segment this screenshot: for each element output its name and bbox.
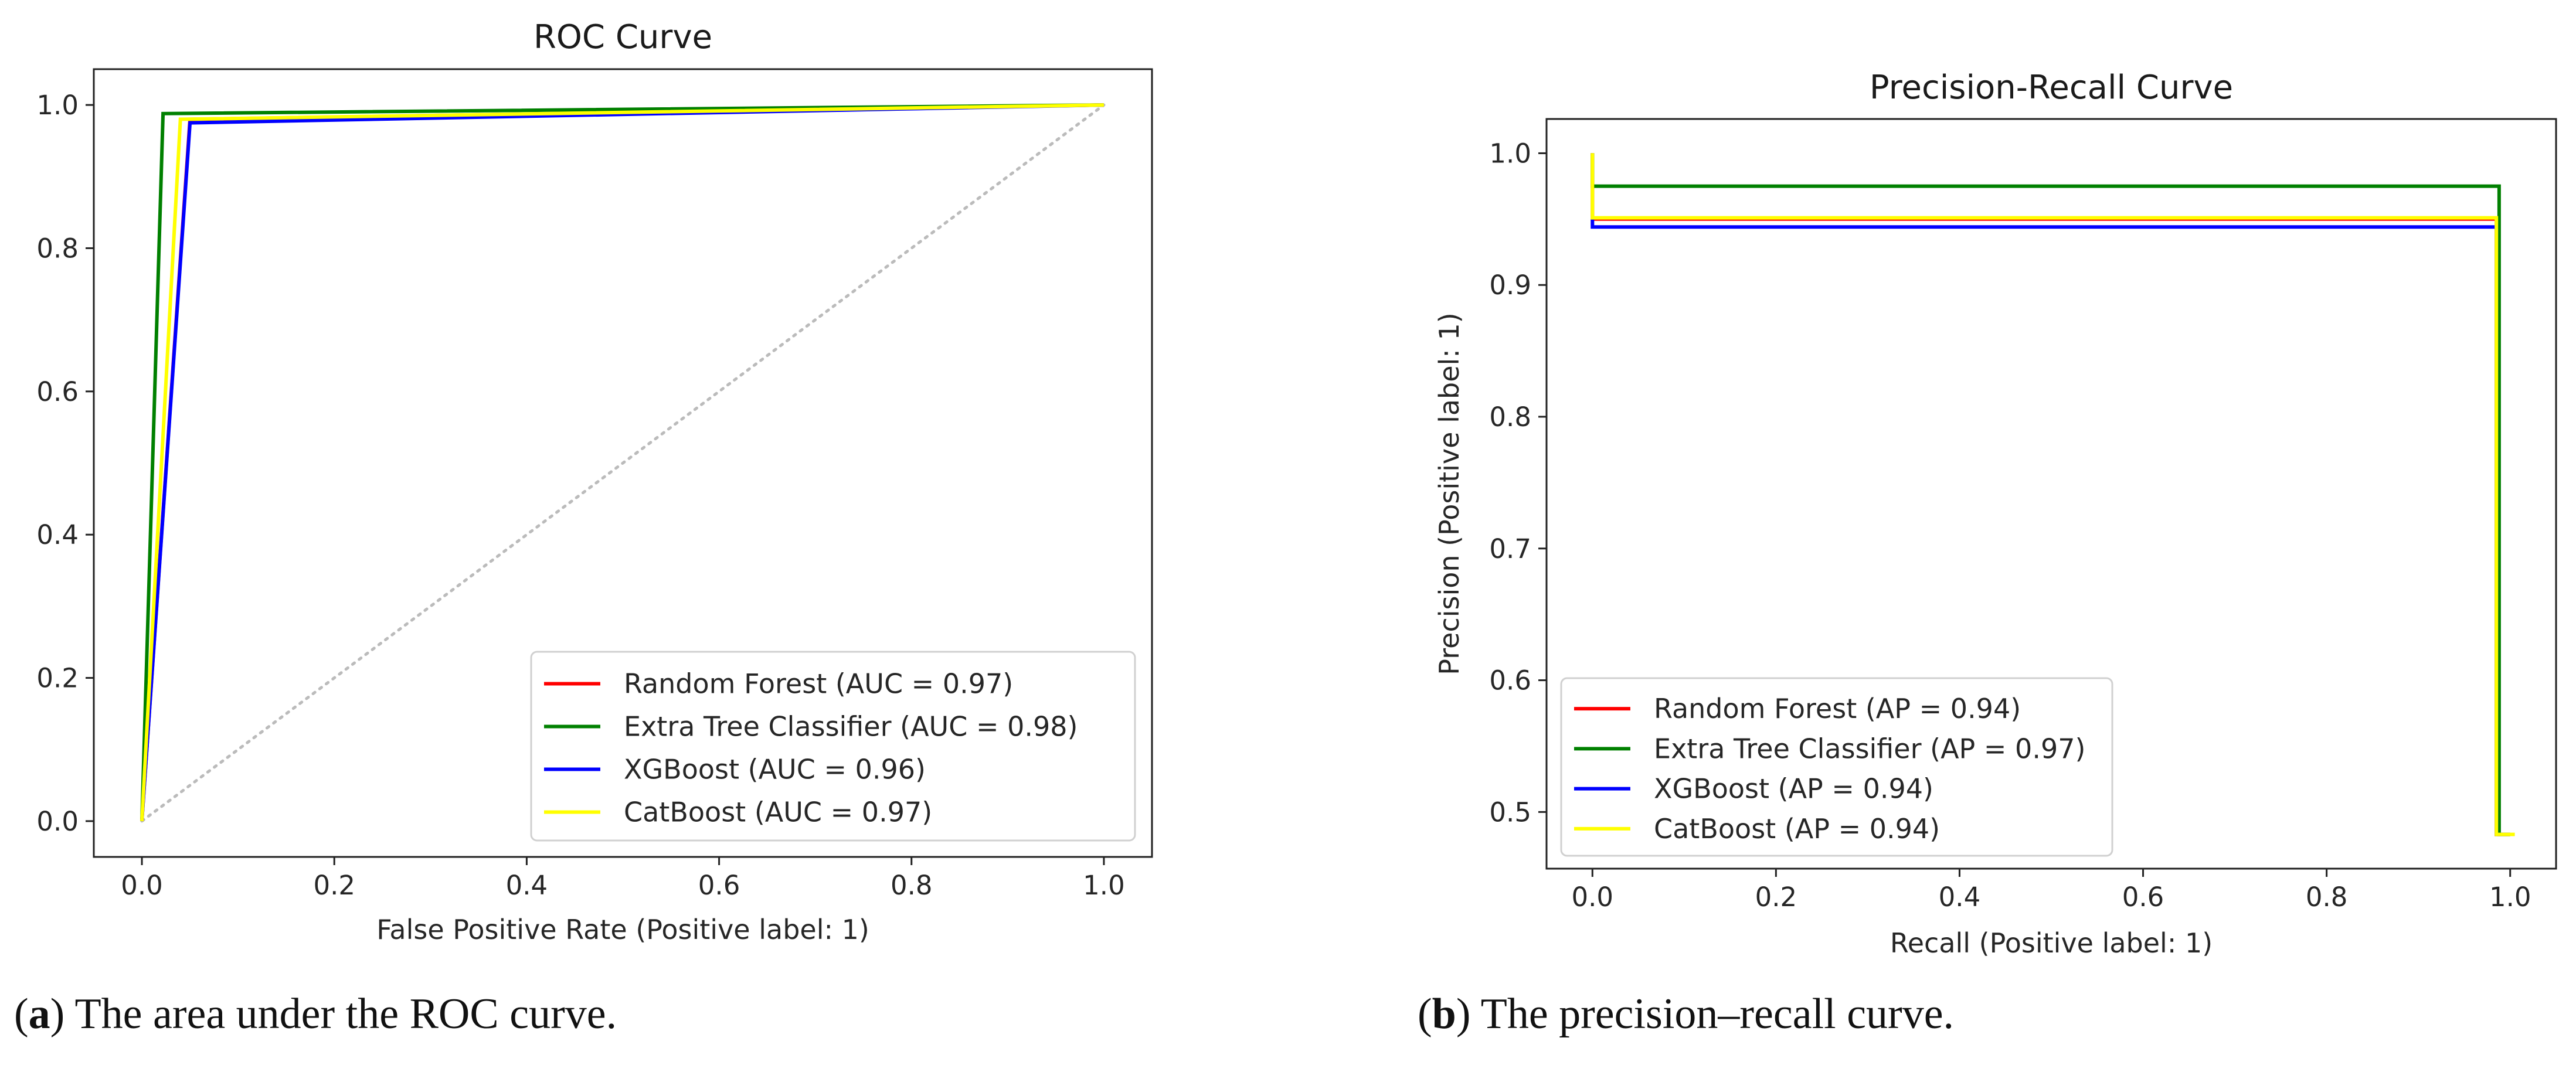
series-line-3 bbox=[1591, 153, 2515, 836]
x-tick-label: 0.2 bbox=[1755, 882, 1797, 913]
roc-chart: ROC Curve 0.0 0.2 0.4 0.6 0.8 1.0 0.0 0.2 0.4 0.6 0… bbox=[36, 18, 1153, 945]
caption-b-text: ) The precision–recall curve. bbox=[1456, 990, 1955, 1038]
x-tick-label: 0.2 bbox=[313, 870, 355, 901]
x-tick-label: 0.0 bbox=[121, 870, 163, 901]
chart-title: Precision-Recall Curve bbox=[1870, 69, 2233, 107]
legend-box bbox=[1560, 677, 2113, 857]
y-tick-label: 1.0 bbox=[1489, 138, 1531, 169]
x-tick-label: 0.4 bbox=[506, 870, 548, 901]
legend-box bbox=[530, 651, 1136, 842]
x-tick-label: 0.0 bbox=[1571, 882, 1613, 913]
y-axis-label: Precision (Positive label: 1) bbox=[1433, 312, 1465, 675]
legend-label: XGBoost (AUC = 0.96) bbox=[624, 754, 926, 785]
y-tick-label: 1.0 bbox=[36, 90, 79, 121]
legend-label: CatBoost (AUC = 0.97) bbox=[624, 797, 932, 828]
legend-label: CatBoost (AP = 0.94) bbox=[1654, 813, 1940, 845]
series-line-1 bbox=[140, 103, 1105, 821]
y-tick-label: 0.4 bbox=[36, 519, 79, 550]
y-tick-label: 0.0 bbox=[36, 806, 79, 837]
x-tick-label: 0.6 bbox=[698, 870, 740, 901]
y-tick-label: 0.8 bbox=[36, 233, 79, 264]
series-line-3 bbox=[140, 103, 1105, 822]
caption-a-text: ) The area under the ROC curve. bbox=[50, 990, 617, 1038]
x-axis-label: False Positive Rate (Positive label: 1) bbox=[376, 914, 869, 945]
chart-title: ROC Curve bbox=[533, 18, 712, 56]
y-tick-label: 0.6 bbox=[1489, 665, 1531, 696]
y-tick-label: 0.5 bbox=[1489, 797, 1531, 828]
plot-area bbox=[140, 103, 1106, 823]
y-tick-label: 0.7 bbox=[1489, 533, 1531, 564]
caption-b: (b) The precision–recall curve. bbox=[1418, 990, 1955, 1038]
x-tick-label: 0.8 bbox=[2306, 882, 2348, 913]
y-tick-label: 0.2 bbox=[36, 663, 79, 694]
precision-recall-chart: Precision-Recall Curve 0.0 0.2 0.4 0.6 0.8 1.0… bbox=[1433, 69, 2557, 959]
y-tick-label: 0.8 bbox=[1489, 401, 1531, 433]
x-axis-label: Recall (Positive label: 1) bbox=[1890, 927, 2213, 959]
legend-label: Random Forest (AUC = 0.97) bbox=[624, 668, 1013, 700]
x-tick-label: 0.8 bbox=[891, 870, 933, 901]
chance-line bbox=[140, 103, 1106, 823]
y-tick-label: 0.6 bbox=[36, 376, 79, 407]
legend-label: Extra Tree Classifier (AP = 0.97) bbox=[1654, 733, 2085, 764]
legend-label: Extra Tree Classifier (AUC = 0.98) bbox=[624, 711, 1078, 743]
legend-label: XGBoost (AP = 0.94) bbox=[1654, 773, 1933, 805]
caption-a-label: a bbox=[28, 990, 50, 1038]
x-tick-label: 1.0 bbox=[1083, 870, 1125, 901]
legend-label: Random Forest (AP = 0.94) bbox=[1654, 693, 2021, 724]
caption-b-label: b bbox=[1432, 990, 1456, 1038]
y-tick-label: 0.9 bbox=[1489, 270, 1531, 301]
x-tick-label: 0.6 bbox=[2122, 882, 2164, 913]
plot-area bbox=[1591, 153, 2515, 836]
caption-a: (a) The area under the ROC curve. bbox=[14, 990, 617, 1038]
x-tick-label: 1.0 bbox=[2489, 882, 2531, 913]
x-tick-label: 0.4 bbox=[1939, 882, 1981, 913]
